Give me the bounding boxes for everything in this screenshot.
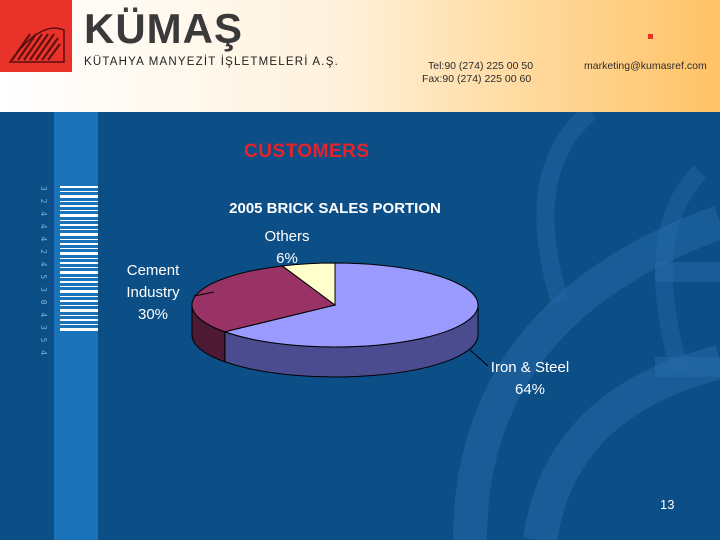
logo-stripes-icon [8, 27, 65, 63]
background-decoration [453, 112, 720, 540]
slice-label-2-1: 6% [276, 250, 298, 267]
company-name: KÜTAHYA MANYEZİT İŞLETMELERİ A.Ş. [84, 56, 339, 68]
slice-label-2-0: Others [264, 228, 309, 245]
slice-label-1-1: Industry [126, 284, 180, 301]
barcode-digits: 3 2 4 4 4 2 4 5 3 0 4 3 5 4 [39, 186, 48, 357]
pie-slice-0 [223, 262, 479, 348]
slice-label-0-1: 64% [515, 381, 545, 398]
page-number: 13 [660, 497, 675, 512]
pie-slice-2 [281, 262, 336, 306]
slice-label-0-0: Iron & Steel [491, 359, 569, 376]
email-address[interactable]: marketing@kumasref.com [584, 60, 707, 72]
pie-slice-1 [191, 265, 337, 333]
chart-title: 2005 BRICK SALES PORTION [229, 200, 441, 217]
company-logo [0, 0, 72, 72]
slice-label-1-2: 30% [138, 306, 168, 323]
leader-line-0 [469, 349, 489, 367]
fax-number: Fax:90 (274) 225 00 60 [422, 73, 532, 85]
left-accent-stripe [54, 112, 98, 540]
section-title: CUSTOMERS [244, 141, 370, 162]
leader-line-1 [193, 291, 215, 297]
slice-label-1-0: Cement [127, 262, 180, 279]
barcode-decoration [60, 186, 98, 331]
header-band: KÜMAŞ KÜTAHYA MANYEZİT İŞLETMELERİ A.Ş. … [0, 0, 720, 112]
brand-name: KÜMAŞ [84, 5, 243, 52]
accent-dot [648, 34, 653, 39]
phone-number: Tel:90 (274) 225 00 50 [428, 60, 534, 72]
